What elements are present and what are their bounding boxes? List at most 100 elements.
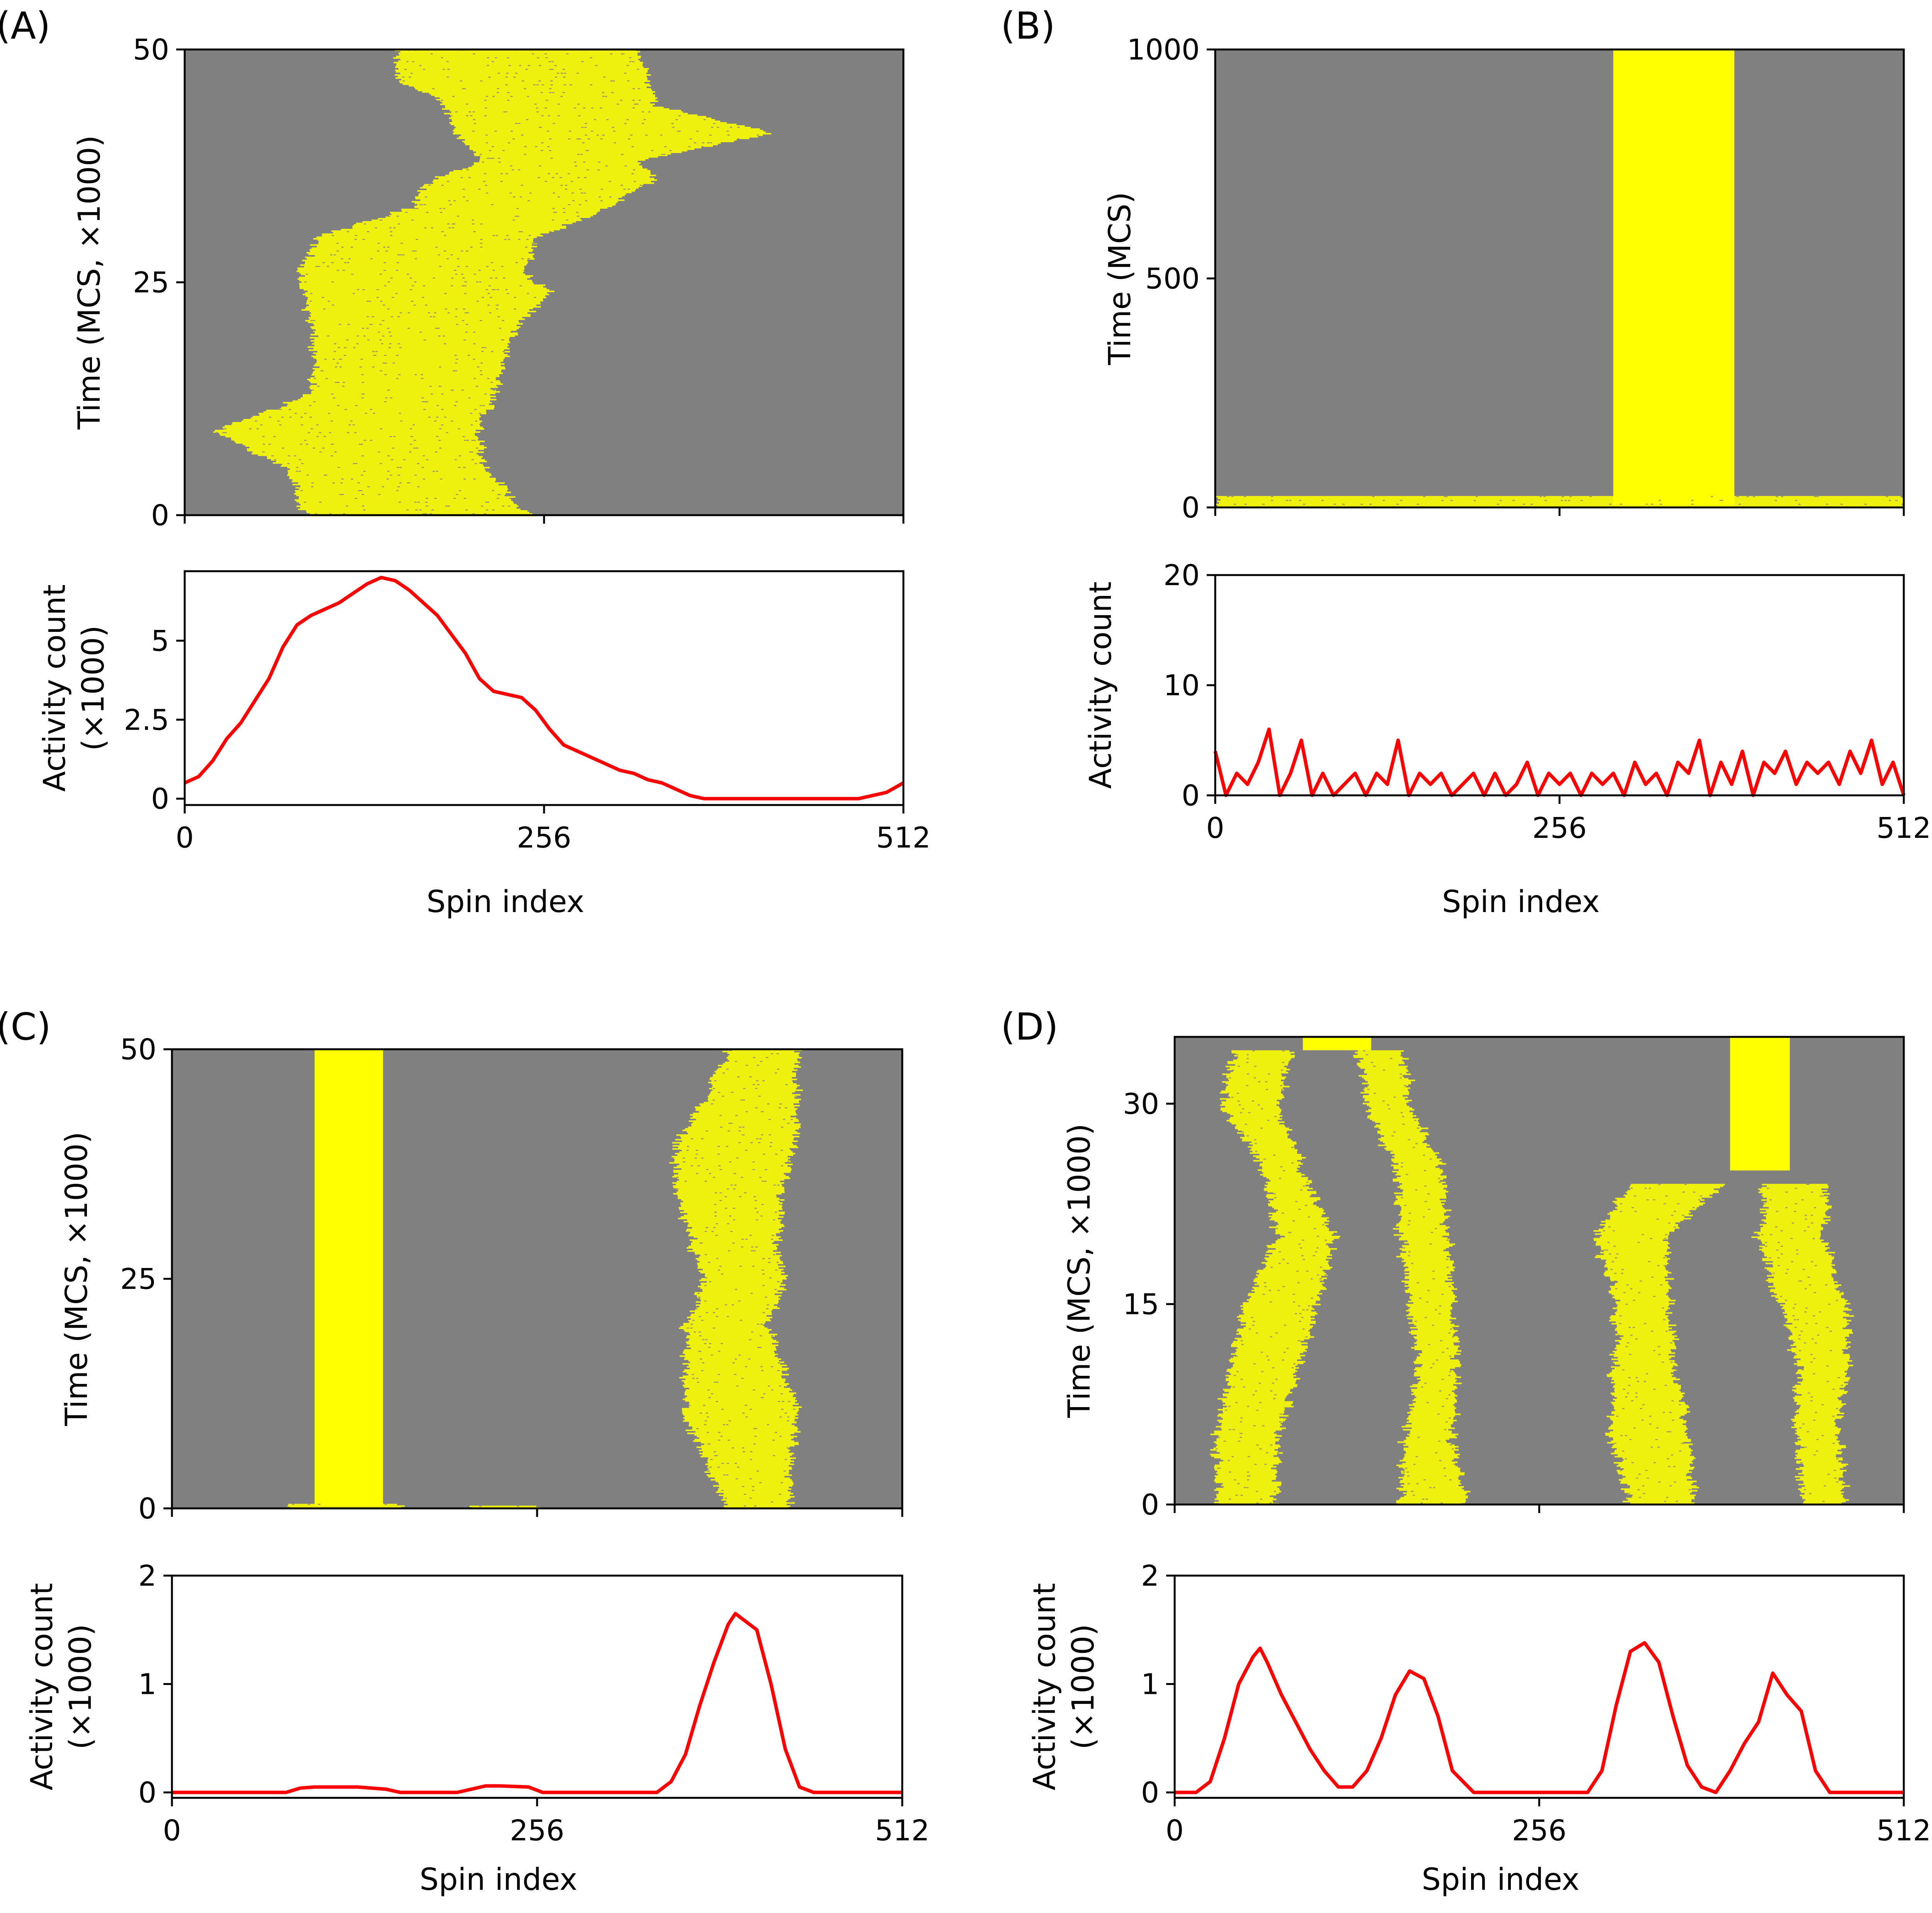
- panel-label: (A): [0, 4, 51, 48]
- active-band: [1215, 496, 1904, 509]
- activity-point: [1882, 784, 1883, 785]
- activity-ytick-label: 0: [151, 783, 169, 816]
- band-speckle: [1227, 496, 1904, 505]
- activity-point: [1602, 784, 1603, 785]
- active-band-solid: [1303, 1037, 1371, 1050]
- activity-ytick-label: 5: [151, 625, 169, 658]
- activity-point: [1236, 773, 1237, 774]
- activity-point: [802, 798, 803, 799]
- activity-xtick-label: 0: [163, 1814, 181, 1847]
- panel-label: (C): [0, 1005, 51, 1048]
- activity-point: [479, 678, 480, 679]
- activity-ylabel: Activity count (×1000): [37, 584, 111, 792]
- activity-background: [172, 1576, 902, 1798]
- raster-ytick-label: 500: [1145, 262, 1200, 296]
- activity-point: [1290, 773, 1291, 774]
- activity-plot: 0 256 512 0 1 2 Activity count (×1000) Spin inde…: [25, 1559, 930, 1897]
- raster-ylabel: Time (MCS, ×1000): [60, 1132, 94, 1426]
- activity-xtick-label: 256: [1532, 812, 1587, 845]
- active-band-noisy: [1215, 496, 1904, 509]
- activity-point: [844, 798, 845, 799]
- band-speckle: [215, 49, 759, 514]
- activity-ylabel: Activity count (×1000): [25, 1583, 98, 1790]
- activity-point: [872, 795, 873, 796]
- activity-ytick-label: 20: [1163, 559, 1200, 592]
- active-band: [1210, 1050, 1340, 1505]
- activity-ytick-label: 2: [1141, 1559, 1159, 1593]
- activity-point: [1210, 1781, 1211, 1782]
- raster-plot: 0 500 1000 Time (MCS): [1103, 33, 1905, 524]
- activity-point: [1344, 784, 1345, 785]
- active-band-noisy: [1593, 1184, 1725, 1506]
- activity-xtick-label: 0: [175, 821, 194, 854]
- activity-line: [184, 575, 905, 801]
- activity-xtick-label: 512: [875, 1814, 929, 1847]
- activity-xlabel: Spin index: [427, 885, 584, 919]
- raster-ytick-label: 1000: [1127, 33, 1200, 66]
- activity-background: [185, 571, 903, 805]
- raster-ytick-label: 50: [120, 1033, 156, 1066]
- activity-point: [746, 798, 747, 799]
- activity-point: [1645, 784, 1646, 785]
- activity-point: [1613, 773, 1614, 774]
- activity-xtick-label: 256: [517, 821, 571, 854]
- activity-point: [858, 798, 859, 799]
- activity-point: [1473, 773, 1474, 774]
- active-band-solid: [1613, 49, 1735, 507]
- active-band: [1353, 1050, 1471, 1505]
- activity-xtick-label: 256: [510, 1814, 564, 1847]
- activity-background: [1175, 1576, 1904, 1798]
- active-band-noisy: [213, 49, 771, 516]
- band-speckle: [1761, 1184, 1848, 1502]
- active-band-noisy: [669, 1049, 803, 1508]
- panel-a: (A) 0 25 50 Time (MCS, ×1000) 0 256 512 0 2.5 5 Act…: [0, 4, 931, 919]
- activity-point: [1247, 784, 1248, 785]
- raster-ytick-label: 25: [133, 266, 169, 300]
- raster-plot: 0 25 50 Time (MCS, ×1000): [60, 1033, 903, 1525]
- activity-ylabel: Activity count: [1083, 582, 1118, 789]
- activity-xlabel: Spin index: [1442, 885, 1600, 919]
- activity-xlabel: Spin index: [420, 1862, 577, 1897]
- activity-ytick-label: 2.5: [124, 703, 169, 737]
- active-band: [669, 1049, 803, 1508]
- active-band: [213, 49, 771, 516]
- activity-point: [1774, 773, 1775, 774]
- activity-point: [1731, 784, 1732, 785]
- activity-xtick-label: 512: [876, 821, 930, 854]
- active-band-noisy: [287, 1504, 405, 1509]
- activity-point: [1742, 751, 1743, 752]
- active-band-noisy: [1751, 1184, 1854, 1506]
- raster-ytick-label: 0: [138, 1492, 156, 1525]
- activity-point: [830, 798, 831, 799]
- raster-plot: 0 15 30 Time (MCS, ×1000): [1062, 1036, 1905, 1522]
- activity-plot: 0 256 512 0 2.5 5 Activity count (×1000) Spin in…: [37, 570, 931, 919]
- active-band: [1613, 49, 1735, 507]
- activity-background: [1215, 575, 1904, 795]
- activity-point: [451, 634, 452, 635]
- raster-ytick-label: 0: [1141, 1488, 1159, 1522]
- active-band-solid: [1730, 1037, 1790, 1171]
- activity-xlabel: Spin index: [1422, 1862, 1579, 1897]
- activity-point: [465, 653, 466, 654]
- activity-point: [1516, 784, 1517, 785]
- activity-point: [409, 590, 410, 591]
- raster-ylabel: Time (MCS, ×1000): [1062, 1123, 1097, 1418]
- raster-ytick-label: 25: [120, 1263, 156, 1296]
- activity-point: [1423, 1678, 1424, 1679]
- activity-point: [699, 1705, 700, 1706]
- activity-ytick-label: 0: [1141, 1776, 1159, 1809]
- activity-ytick-label: 10: [1163, 669, 1200, 702]
- raster-ytick-label: 0: [1182, 491, 1200, 524]
- activity-ytick-label: 0: [138, 1776, 156, 1809]
- activity-xtick-label: 512: [1876, 812, 1931, 845]
- active-band-solid: [315, 1049, 383, 1506]
- panel-b: (B) 0 500 1000 Time (MCS) 0 256 512 0 10 20 Activit…: [1001, 4, 1931, 919]
- panel-c: (C) 0 25 50 Time (MCS, ×1000) 0 256 512 0 1 2 Activ…: [0, 1005, 930, 1897]
- active-band: [1593, 1184, 1725, 1506]
- raster-ylabel: Time (MCS, ×1000): [72, 135, 107, 430]
- activity-ytick-label: 2: [138, 1559, 156, 1593]
- activity-point: [886, 792, 887, 793]
- activity-xtick-label: 0: [1206, 812, 1224, 845]
- active-band: [1730, 1037, 1790, 1171]
